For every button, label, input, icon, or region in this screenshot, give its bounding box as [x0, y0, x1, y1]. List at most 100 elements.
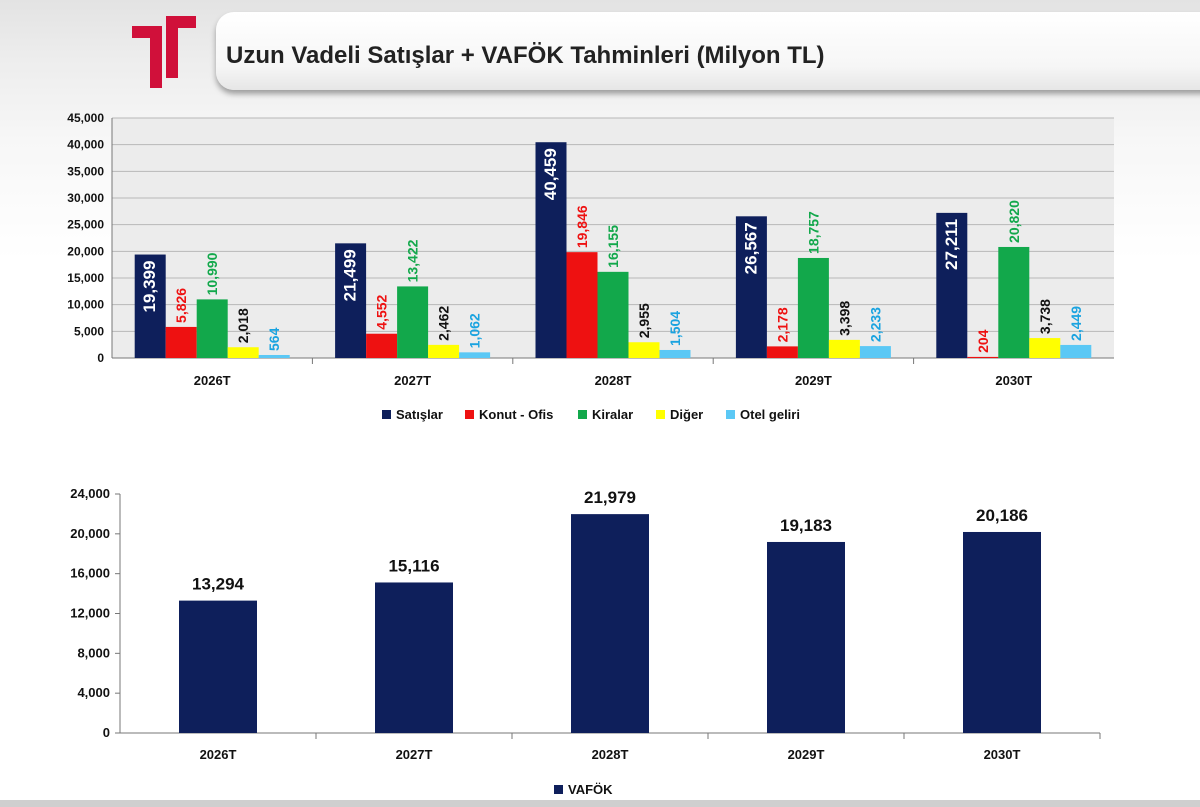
data-label: 16,155: [605, 225, 621, 268]
bar: [597, 271, 629, 358]
legend-label: Konut - Ofis: [479, 407, 553, 422]
data-label: 2,233: [867, 307, 883, 342]
legend-label: VAFÖK: [568, 782, 613, 797]
bar: [1029, 338, 1061, 358]
x-tick-label: 2028T: [595, 373, 632, 388]
footer-bar: [0, 800, 1200, 807]
bar: [967, 356, 999, 358]
y-tick-label: 40,000: [67, 138, 104, 152]
bar: [936, 212, 968, 358]
bar: [227, 347, 259, 358]
bar: [459, 352, 491, 358]
legend-swatch: [554, 785, 563, 794]
y-tick-label: 0: [97, 351, 104, 365]
data-label: 1,062: [467, 313, 483, 348]
x-tick-label: 2029T: [795, 373, 832, 388]
y-tick-label: 16,000: [70, 566, 110, 581]
data-label: 564: [266, 327, 282, 351]
bar: [375, 582, 453, 733]
data-label: 19,399: [140, 261, 159, 313]
data-label: 3,738: [1037, 299, 1053, 334]
y-tick-label: 20,000: [70, 526, 110, 541]
y-tick-label: 4,000: [77, 685, 110, 700]
y-tick-label: 10,000: [67, 298, 104, 312]
y-tick-label: 24,000: [70, 486, 110, 501]
y-tick-label: 12,000: [70, 606, 110, 621]
legend-swatch: [726, 410, 735, 419]
company-logo: [132, 16, 196, 88]
data-label: 21,979: [584, 488, 636, 507]
x-tick-label: 2029T: [788, 747, 825, 762]
logo-bar-stem-left: [150, 26, 162, 88]
bar: [735, 216, 767, 358]
bar: [566, 252, 598, 358]
data-label: 5,826: [173, 288, 189, 323]
data-label: 26,567: [741, 222, 760, 274]
bar: [998, 246, 1030, 358]
bar: [196, 299, 228, 358]
bar: [535, 142, 567, 358]
page-title: Uzun Vadeli Satışlar + VAFÖK Tahminleri …: [226, 42, 825, 69]
data-label: 2,955: [636, 303, 652, 338]
x-tick-label: 2027T: [394, 373, 431, 388]
bar: [258, 354, 290, 358]
data-label: 27,211: [942, 219, 961, 270]
x-tick-label: 2030T: [995, 373, 1032, 388]
bar: [335, 243, 367, 358]
data-label: 20,820: [1006, 200, 1022, 243]
data-label: 4,552: [374, 294, 390, 329]
y-tick-label: 5,000: [74, 324, 104, 338]
y-tick-label: 8,000: [77, 645, 110, 660]
bar: [366, 333, 398, 358]
data-label: 1,504: [667, 311, 683, 346]
y-tick-label: 15,000: [67, 271, 104, 285]
legend-label: Satışlar: [396, 407, 443, 422]
bar: [797, 257, 829, 358]
data-label: 19,846: [574, 205, 590, 248]
x-tick-label: 2030T: [984, 747, 1021, 762]
bar: [859, 346, 891, 358]
data-label: 13,422: [405, 239, 421, 282]
title-banner: [216, 12, 1200, 90]
bar: [571, 514, 649, 733]
data-label: 15,116: [388, 556, 439, 575]
y-tick-label: 35,000: [67, 164, 104, 178]
bar: [1060, 344, 1092, 358]
data-label: 204: [975, 329, 991, 353]
bar: [165, 326, 197, 358]
data-label: 21,499: [341, 249, 360, 301]
legend-label: Diğer: [670, 407, 703, 422]
data-label: 2,449: [1068, 306, 1084, 341]
x-tick-label: 2026T: [194, 373, 231, 388]
data-label: 18,757: [805, 211, 821, 254]
y-tick-label: 45,000: [67, 111, 104, 125]
bar: [659, 349, 691, 358]
data-label: 40,459: [541, 148, 560, 200]
bar: [767, 541, 845, 733]
data-label: 13,294: [192, 575, 245, 594]
legend-swatch: [578, 410, 587, 419]
bar: [428, 344, 460, 358]
bar: [628, 342, 660, 358]
legend-label: Otel geliri: [740, 407, 800, 422]
y-tick-label: 30,000: [67, 191, 104, 205]
x-tick-label: 2027T: [396, 747, 433, 762]
data-label: 10,990: [204, 252, 220, 295]
data-label: 2,462: [436, 306, 452, 341]
y-tick-label: 0: [103, 725, 110, 740]
bar: [134, 254, 166, 358]
sales-breakdown-chart: 0 5,000 10,000 15,000 20,000 25,000 30,000 35,0…: [67, 111, 1114, 422]
data-label: 2,018: [235, 308, 251, 343]
x-tick-label: 2026T: [200, 747, 237, 762]
bar: [963, 531, 1041, 733]
data-label: 19,183: [780, 516, 832, 535]
bar: [828, 339, 860, 358]
bar: [766, 346, 798, 358]
legend-swatch: [465, 410, 474, 419]
data-label: 20,186: [976, 506, 1028, 525]
legend-label: Kiralar: [592, 407, 633, 422]
data-label: 2,178: [774, 307, 790, 342]
data-label: 3,398: [836, 301, 852, 336]
legend-swatch: [656, 410, 665, 419]
y-tick-label: 25,000: [67, 218, 104, 232]
